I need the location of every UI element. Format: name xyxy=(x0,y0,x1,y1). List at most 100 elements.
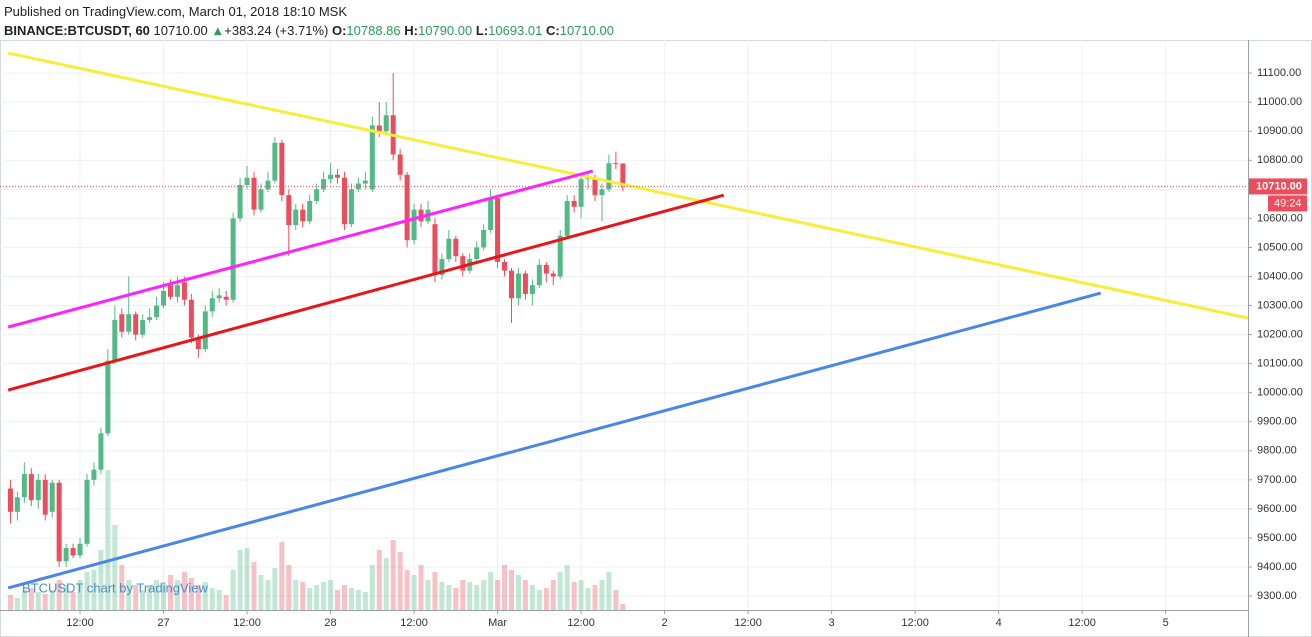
x-tick-label: 27 xyxy=(157,617,169,629)
volume-bar xyxy=(77,580,83,610)
published: Published on TradingView.com, March 01, … xyxy=(4,4,348,19)
x-tick-label: 12:00 xyxy=(233,617,261,629)
candle-body xyxy=(578,179,584,207)
y-tick-label: 9700.00 xyxy=(1257,474,1297,486)
volume-bar xyxy=(244,548,250,610)
candle-body xyxy=(474,247,480,260)
volume-bar xyxy=(321,582,327,610)
c: 10710.00 xyxy=(559,23,614,38)
candle-body xyxy=(397,154,403,175)
volume-bar xyxy=(536,590,542,610)
volume-bar xyxy=(411,575,417,610)
candle-body xyxy=(314,189,320,201)
candle-body xyxy=(321,179,327,190)
candle-body xyxy=(453,238,459,257)
x-tick-label: 12:00 xyxy=(567,617,595,629)
candle-body xyxy=(300,209,306,222)
y-tick-label: 10500.00 xyxy=(1257,241,1303,253)
volume-bar xyxy=(307,588,313,610)
volume-bar xyxy=(181,572,187,610)
volume-bar xyxy=(341,585,347,610)
volume-bar xyxy=(481,580,487,610)
volume-bar xyxy=(585,588,591,610)
volume-bar xyxy=(592,585,598,610)
y-tick-label: 11100.00 xyxy=(1257,67,1301,79)
y-tick-label: 10800.00 xyxy=(1257,154,1303,166)
x-tick-label: 12:00 xyxy=(734,617,762,629)
volume-bar xyxy=(63,585,69,610)
candle-body xyxy=(522,273,528,294)
candle-body xyxy=(613,163,619,165)
candle-body xyxy=(63,548,69,562)
x-tick-label: 12:00 xyxy=(1068,617,1096,629)
c-label: C: xyxy=(546,23,560,38)
volume-bar xyxy=(606,572,612,610)
candle-body xyxy=(56,482,62,562)
candle-body xyxy=(133,314,139,335)
candle-body xyxy=(411,209,417,241)
volume-bar xyxy=(279,542,285,610)
trend-line xyxy=(7,51,1249,320)
volume-bar xyxy=(35,592,41,610)
candle-body xyxy=(147,317,153,321)
y-tick-label: 9500.00 xyxy=(1257,532,1297,544)
volume-bar xyxy=(286,565,292,610)
trend-line xyxy=(7,169,594,329)
x-tick-label: 12:00 xyxy=(901,617,929,629)
l-label: L: xyxy=(475,23,489,38)
volume-bar xyxy=(550,580,556,610)
volume-bar xyxy=(620,604,626,610)
volume-bar xyxy=(578,580,584,610)
x-tick-label: 4 xyxy=(996,617,1002,629)
candle-body xyxy=(328,174,334,180)
candle-body xyxy=(209,298,215,312)
volume-bar xyxy=(21,590,27,610)
candle-body xyxy=(77,543,83,556)
volume-bar xyxy=(216,590,222,610)
candle-body xyxy=(376,125,382,132)
volume-bar xyxy=(425,580,431,610)
volume-bar xyxy=(237,550,243,610)
arrow: ▲ xyxy=(211,23,225,38)
candle-body xyxy=(557,235,563,277)
candle-body xyxy=(293,209,299,226)
x-tick-label: 3 xyxy=(829,617,835,629)
volume-bar xyxy=(467,582,473,610)
candle-body xyxy=(488,198,494,230)
volume-bar xyxy=(42,594,48,610)
last: 10710.00 xyxy=(153,23,208,38)
volume-bar xyxy=(7,595,13,610)
x-tick-label: 12:00 xyxy=(400,617,428,629)
o-label: O: xyxy=(331,23,347,38)
o: 10788.86 xyxy=(346,23,401,38)
candle-body xyxy=(237,184,243,219)
candle-body xyxy=(550,273,556,277)
volume-bar xyxy=(502,565,508,610)
candle-body xyxy=(529,285,535,294)
h-label: H: xyxy=(404,23,418,38)
volume-bar xyxy=(119,565,125,610)
candle-body xyxy=(154,305,160,318)
countdown-box xyxy=(1268,195,1307,212)
volume-bar xyxy=(613,590,619,610)
volume-bar xyxy=(564,565,570,610)
x-tick-label: Mar xyxy=(488,617,507,629)
volume-bar xyxy=(474,585,480,610)
volume-bar xyxy=(397,552,403,610)
volume-bar xyxy=(147,585,153,610)
y-tick-label: 9600.00 xyxy=(1257,503,1297,515)
volume-bar xyxy=(488,572,494,610)
candle-body xyxy=(14,497,20,512)
candle-body xyxy=(244,177,250,185)
candle-body xyxy=(369,125,375,190)
volume-bar xyxy=(362,592,368,610)
volume-bar xyxy=(328,580,334,610)
candle-body xyxy=(167,285,173,297)
volume-bar xyxy=(133,585,139,610)
candle-body xyxy=(28,474,34,501)
watermark: BTCUSDT chart by TradingView xyxy=(22,580,209,595)
volume-bar xyxy=(557,572,563,610)
y-tick-label: 10000.00 xyxy=(1257,387,1303,399)
volume-bar xyxy=(49,590,55,610)
candle-body xyxy=(258,189,264,210)
